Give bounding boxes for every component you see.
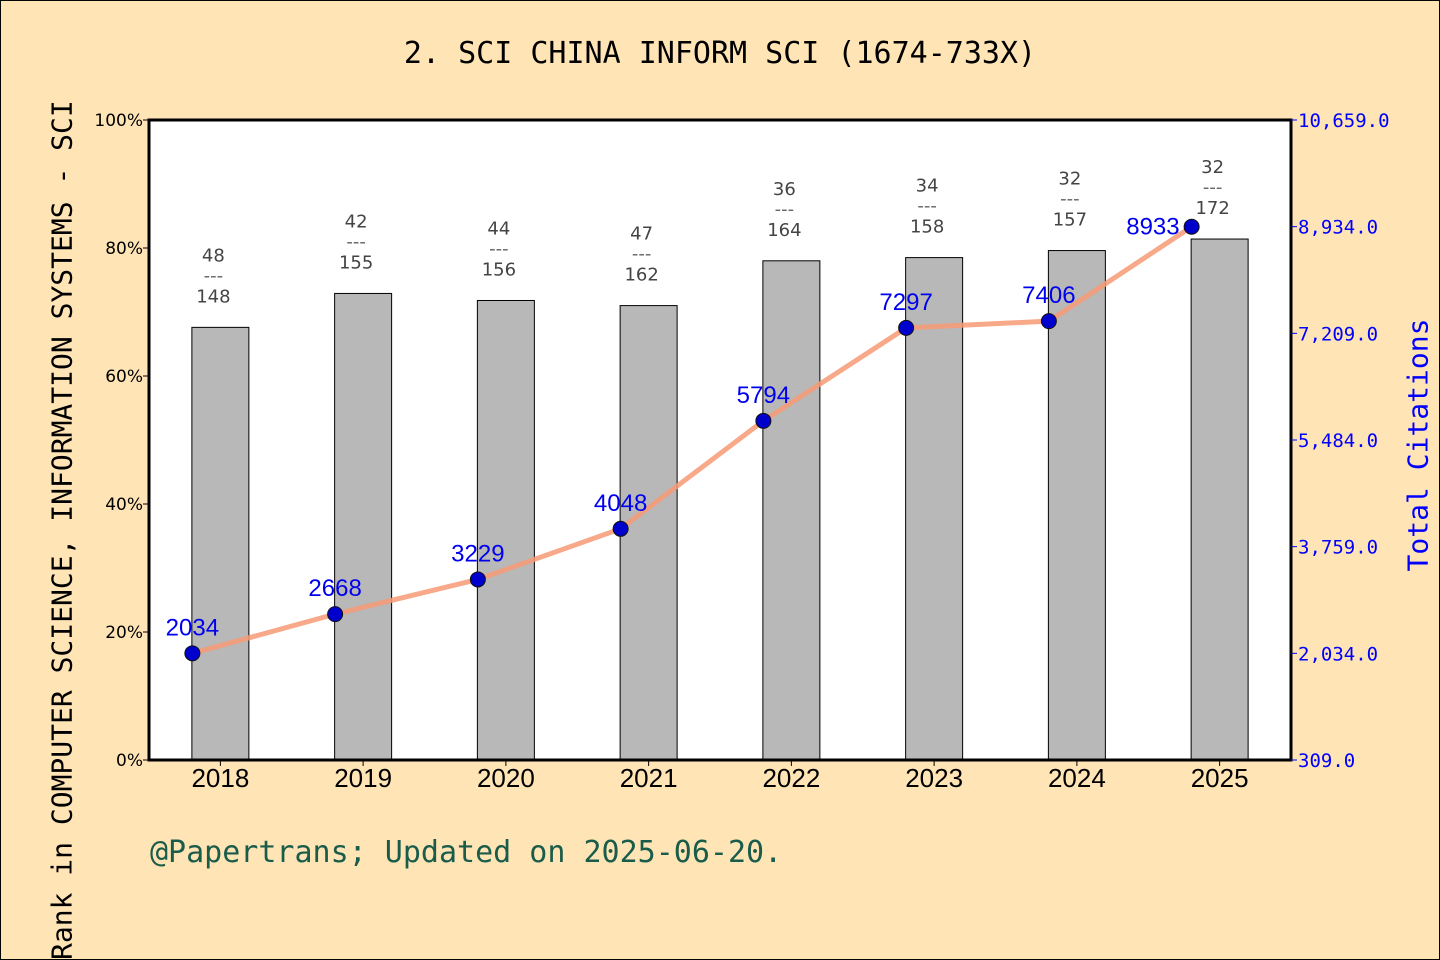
bar-2021 — [619, 305, 678, 761]
y2-tick-label: 8,934.0 — [1298, 217, 1378, 239]
x-tick-label-2019: 2019 — [334, 763, 392, 793]
y2-tick-label: 2,034.0 — [1298, 643, 1378, 665]
total-label-2019: 155 — [339, 252, 373, 273]
bar-2019 — [334, 292, 393, 761]
citation-point-2025 — [1183, 218, 1200, 235]
chart-title: 2. SCI CHINA INFORM SCI (1674-733X) — [403, 36, 1037, 71]
citation-point-2022 — [755, 412, 772, 429]
plot-area — [149, 120, 1291, 760]
rank-separator-2019: --- — [346, 231, 366, 252]
citation-label-2023: 7297 — [879, 289, 932, 316]
citation-point-2024 — [1040, 313, 1057, 330]
rank-separator-2023: --- — [917, 196, 937, 217]
total-label-2020: 156 — [482, 259, 516, 280]
y2-tick-label: 309.0 — [1298, 750, 1355, 772]
y2-tick-label: 3,759.0 — [1298, 537, 1378, 559]
bar-2022 — [762, 260, 821, 761]
citation-point-2020 — [469, 571, 486, 588]
total-label-2022: 164 — [767, 220, 801, 241]
citations-line — [191, 224, 1194, 656]
rank-separator-2021: --- — [632, 244, 652, 265]
citation-label-2022: 5794 — [737, 382, 790, 409]
rank-label-2021: 47 — [630, 224, 653, 245]
y-tick-label: 0% — [116, 751, 143, 771]
rank-label-2025: 32 — [1201, 157, 1224, 178]
citation-point-2021 — [612, 520, 629, 537]
bar-2025 — [1190, 238, 1249, 761]
citation-label-2018: 2034 — [166, 614, 219, 641]
y-tick-label: 80% — [105, 239, 143, 259]
y2-tick-label: 5,484.0 — [1298, 430, 1378, 452]
y2-tick-label: 10,659.0 — [1298, 110, 1390, 132]
total-label-2018: 148 — [196, 286, 230, 307]
rank-label-2024: 32 — [1058, 169, 1081, 190]
citation-label-2021: 4048 — [594, 490, 647, 517]
y-tick-label: 40% — [105, 495, 143, 515]
citation-label-2024: 7406 — [1022, 282, 1075, 309]
y-tick-label: 100% — [94, 111, 143, 131]
x-tick-label-2025: 2025 — [1191, 763, 1249, 793]
rank-separator-2024: --- — [1060, 189, 1080, 210]
citation-label-2019: 2668 — [308, 575, 361, 602]
x-tick-label-2024: 2024 — [1048, 763, 1106, 793]
rank-label-2019: 42 — [345, 211, 368, 232]
total-label-2024: 157 — [1053, 210, 1087, 231]
citation-point-2023 — [898, 319, 915, 336]
rank-label-2022: 36 — [773, 179, 796, 200]
x-tick-label-2018: 2018 — [191, 763, 249, 793]
citation-point-2018 — [184, 645, 201, 662]
x-tick-label-2023: 2023 — [905, 763, 963, 793]
total-label-2025: 172 — [1195, 198, 1229, 219]
x-tick-label-2021: 2021 — [620, 763, 678, 793]
y-tick-label: 60% — [105, 367, 143, 387]
y2-tick-label: 7,209.0 — [1298, 323, 1378, 345]
y2-axis-label: Total Citations — [1401, 318, 1435, 572]
bar-2018 — [191, 326, 250, 761]
total-label-2021: 162 — [624, 265, 658, 286]
rank-separator-2020: --- — [489, 238, 509, 259]
x-tick-label-2020: 2020 — [477, 763, 535, 793]
bar-2024 — [1047, 250, 1106, 761]
rank-label-2020: 44 — [487, 218, 510, 239]
total-label-2023: 158 — [910, 217, 944, 238]
rank-separator-2018: --- — [204, 265, 224, 286]
rank-label-2023: 34 — [916, 176, 939, 197]
y-tick-label: 20% — [105, 623, 143, 643]
footer-credit: @Papertrans; Updated on 2025-06-20. — [150, 835, 783, 870]
rank-label-2018: 48 — [202, 245, 225, 266]
rank-separator-2025: --- — [1203, 177, 1223, 198]
citation-label-2025: 8933 — [1126, 214, 1179, 241]
citation-point-2019 — [327, 606, 344, 623]
citation-label-2020: 3229 — [451, 540, 504, 567]
x-tick-label-2022: 2022 — [762, 763, 820, 793]
bar-2020 — [476, 299, 535, 761]
rank-separator-2022: --- — [775, 199, 795, 220]
bar-2023 — [905, 257, 964, 761]
